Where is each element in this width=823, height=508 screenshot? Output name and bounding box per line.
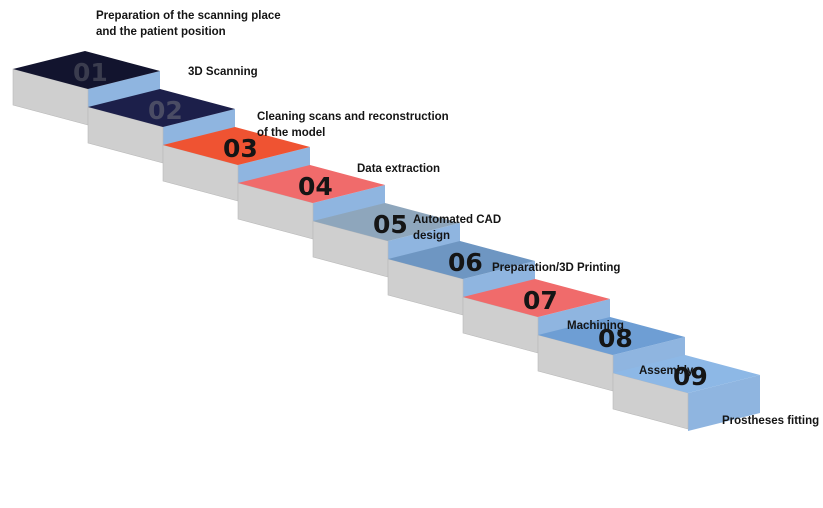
step-label-06: Preparation/3D Printing	[492, 262, 621, 274]
step-label-01: Preparation of the scanning place and th…	[96, 10, 281, 38]
step-label-03: Cleaning scans and reconstruction of the…	[257, 111, 449, 139]
step-label-02: 3D Scanning	[188, 66, 258, 78]
step-label-09: Prostheses fitting	[722, 415, 820, 427]
step-top-02	[88, 89, 235, 127]
step-top-06	[388, 241, 535, 279]
step-label-04: Data extraction	[357, 163, 441, 175]
step-top-07	[463, 279, 610, 317]
step-side-09	[612, 372, 689, 430]
step-number-01: 01	[73, 58, 108, 87]
step-top-03	[163, 127, 310, 165]
step-number-06: 06	[448, 248, 483, 277]
step-top-08	[538, 317, 685, 355]
step-number-03: 03	[223, 134, 258, 163]
step-number-07: 07	[523, 286, 558, 315]
step-riser-09	[688, 375, 760, 431]
step-number-04: 04	[298, 172, 333, 201]
step-top-01	[13, 51, 160, 89]
step-number-02: 02	[148, 96, 183, 125]
step-label-05: Automated CAD design	[413, 214, 502, 242]
step-number-09: 09	[673, 362, 708, 391]
step-number-08: 08	[598, 324, 633, 353]
step-top-09	[613, 355, 760, 393]
step-label-08: Assembly	[639, 365, 694, 377]
step-number-05: 05	[373, 210, 408, 239]
step-top-04	[238, 165, 385, 203]
step-top-05	[313, 203, 460, 241]
step-label-07: Machining	[567, 320, 624, 332]
